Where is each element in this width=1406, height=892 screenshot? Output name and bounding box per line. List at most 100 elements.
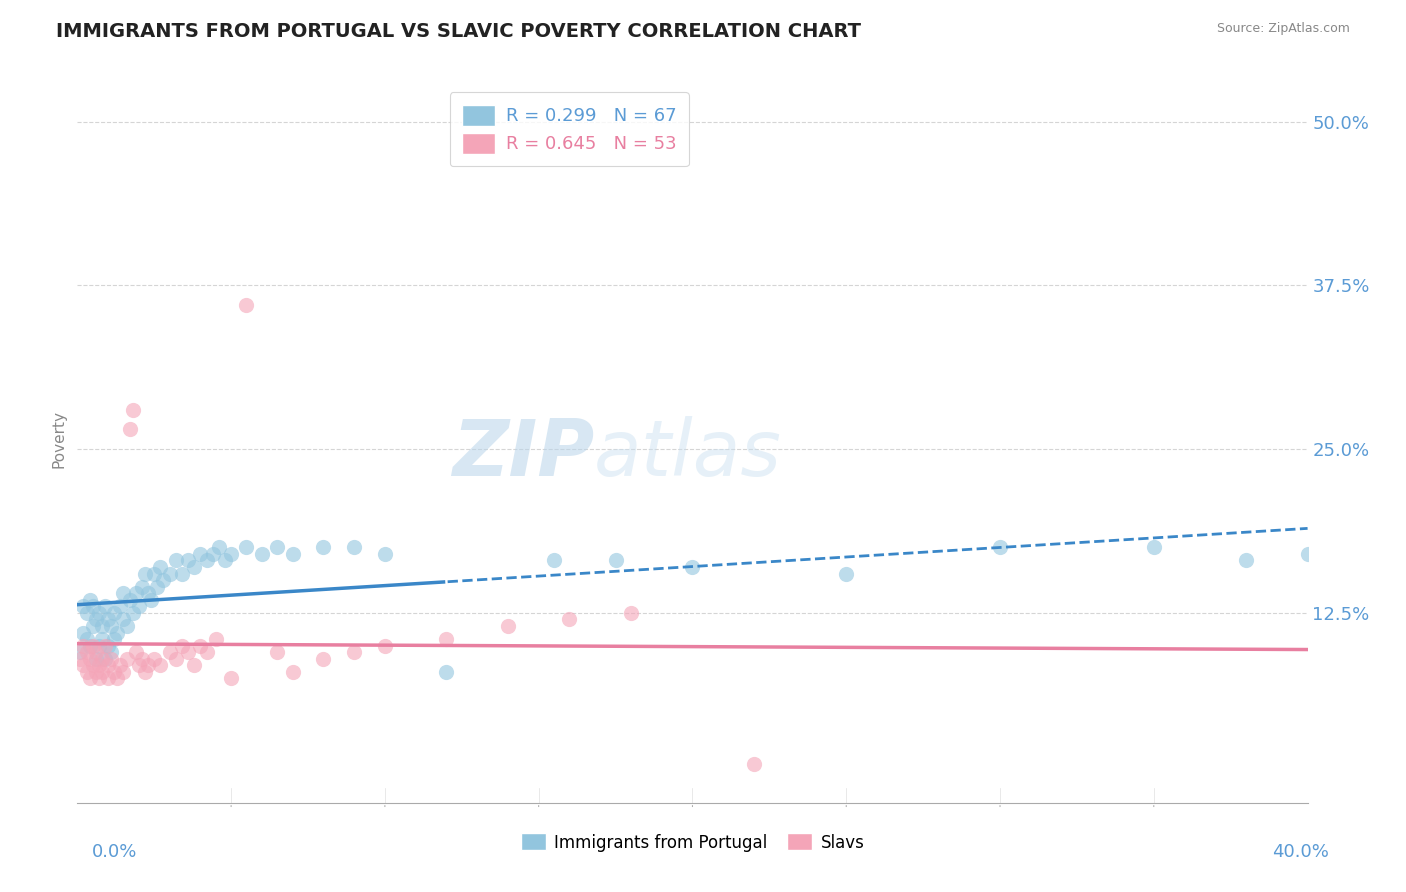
Text: Source: ZipAtlas.com: Source: ZipAtlas.com	[1216, 22, 1350, 36]
Point	[183, 658, 205, 673]
Point	[110, 599, 132, 614]
Point	[177, 553, 200, 567]
Point	[94, 639, 117, 653]
Point	[112, 612, 135, 626]
Point	[835, 566, 858, 581]
Point	[125, 645, 148, 659]
Point	[72, 625, 94, 640]
Point	[136, 658, 159, 673]
Point	[118, 422, 141, 436]
Point	[374, 547, 396, 561]
Point	[1234, 553, 1257, 567]
Point	[312, 541, 335, 555]
Point	[79, 639, 101, 653]
Point	[149, 658, 172, 673]
Point	[131, 580, 153, 594]
Point	[79, 651, 101, 665]
Point	[219, 671, 242, 685]
Point	[988, 541, 1011, 555]
Point	[235, 298, 257, 312]
Point	[100, 651, 122, 665]
Point	[136, 586, 159, 600]
Point	[219, 547, 242, 561]
Point	[177, 645, 200, 659]
Point	[374, 639, 396, 653]
Point	[110, 658, 132, 673]
Point	[69, 651, 91, 665]
Point	[103, 665, 125, 679]
Text: atlas: atlas	[595, 416, 782, 491]
Point	[195, 645, 218, 659]
Point	[76, 606, 98, 620]
Point	[281, 547, 304, 561]
Point	[84, 651, 107, 665]
Point	[105, 625, 128, 640]
Text: 0.0%: 0.0%	[91, 843, 136, 861]
Point	[170, 566, 193, 581]
Point	[1143, 541, 1166, 555]
Point	[149, 560, 172, 574]
Point	[90, 651, 114, 665]
Point	[558, 612, 581, 626]
Point	[235, 541, 257, 555]
Point	[208, 541, 231, 555]
Point	[87, 658, 110, 673]
Point	[312, 651, 335, 665]
Point	[103, 606, 125, 620]
Point	[620, 606, 643, 620]
Point	[125, 586, 148, 600]
Point	[97, 671, 120, 685]
Point	[436, 665, 458, 679]
Point	[84, 645, 107, 659]
Point	[90, 632, 114, 646]
Point	[76, 632, 98, 646]
Point	[131, 651, 153, 665]
Point	[94, 651, 117, 665]
Point	[112, 665, 135, 679]
Point	[266, 645, 288, 659]
Point	[100, 645, 122, 659]
Point	[84, 665, 107, 679]
Point	[90, 619, 114, 633]
Point	[195, 553, 218, 567]
Point	[87, 671, 110, 685]
Point	[201, 547, 224, 561]
Point	[100, 619, 122, 633]
Point	[183, 560, 205, 574]
Point	[79, 671, 101, 685]
Point	[97, 639, 120, 653]
Point	[115, 651, 138, 665]
Point	[82, 599, 104, 614]
Point	[159, 645, 181, 659]
Point	[143, 651, 166, 665]
Point	[87, 606, 110, 620]
Point	[121, 402, 143, 417]
Point	[742, 756, 765, 771]
Y-axis label: Poverty: Poverty	[51, 410, 66, 468]
Point	[97, 612, 120, 626]
Point	[1296, 547, 1319, 561]
Point	[121, 606, 143, 620]
Point	[134, 665, 156, 679]
Point	[84, 612, 107, 626]
Point	[605, 553, 627, 567]
Point	[72, 639, 94, 653]
Point	[165, 651, 187, 665]
Point	[82, 658, 104, 673]
Point	[115, 619, 138, 633]
Point	[343, 645, 366, 659]
Point	[682, 560, 704, 574]
Point	[281, 665, 304, 679]
Point	[97, 658, 120, 673]
Point	[72, 658, 94, 673]
Point	[90, 665, 114, 679]
Point	[146, 580, 169, 594]
Point	[82, 639, 104, 653]
Point	[159, 566, 181, 581]
Point	[128, 658, 150, 673]
Point	[143, 566, 166, 581]
Point	[141, 592, 163, 607]
Point	[214, 553, 236, 567]
Point	[128, 599, 150, 614]
Point	[94, 599, 117, 614]
